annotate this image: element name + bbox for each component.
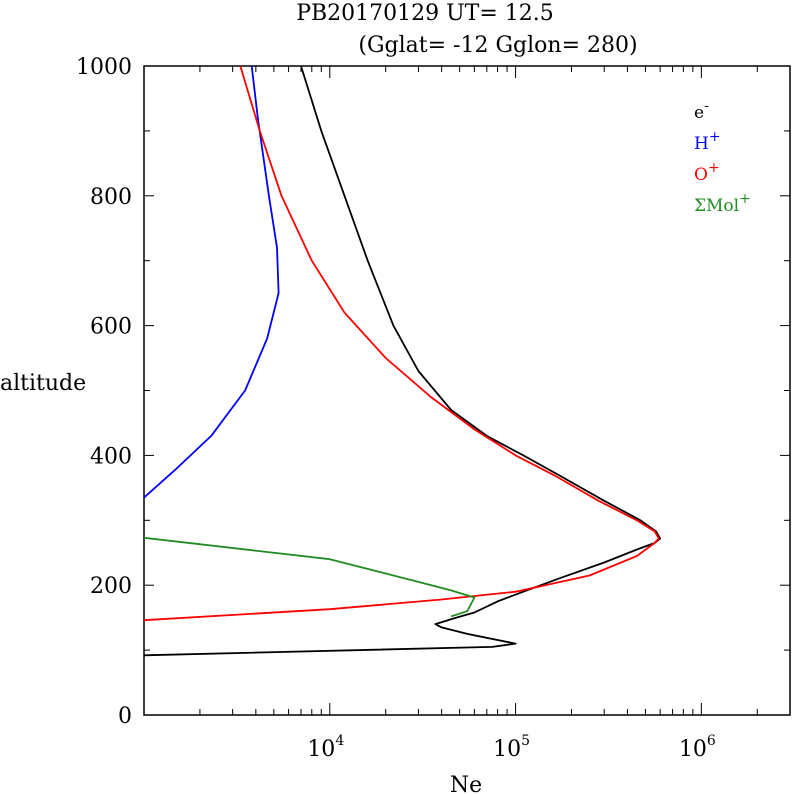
chart-title-line2: (Gglat= -12 Gglon= 280) <box>358 33 637 58</box>
y-tick-label: 200 <box>90 574 132 599</box>
series-line <box>144 66 280 499</box>
y-tick-label: 800 <box>90 185 132 210</box>
x-tick-base: 10 <box>307 737 335 762</box>
legend-name: H <box>694 134 709 154</box>
series-line <box>144 66 661 657</box>
legend-superscript: + <box>739 191 751 207</box>
plot-frame <box>143 65 791 716</box>
legend-entry: O+ <box>694 160 720 185</box>
y-axis-label: altitude <box>0 371 86 396</box>
series-line <box>144 536 476 618</box>
x-tick-exponent: 4 <box>335 733 344 749</box>
legend-name: O <box>694 165 708 185</box>
y-tick-label: 400 <box>90 444 132 469</box>
x-tick-base: 10 <box>679 737 707 762</box>
legend-name: ΣMol <box>694 196 739 216</box>
chart-title-line1: PB20170129 UT= 12.5 <box>296 1 554 26</box>
legend-entry: H+ <box>694 129 721 154</box>
series-layer <box>144 66 661 657</box>
series-line <box>144 66 660 622</box>
y-tick-label: 0 <box>118 704 132 729</box>
x-tick-label: 105 <box>493 733 530 762</box>
legend-entry: e- <box>694 98 709 123</box>
legend-superscript: + <box>708 160 720 176</box>
legend-superscript: - <box>704 98 709 114</box>
x-axis-label: Ne <box>450 773 482 795</box>
legend-entry: ΣMol+ <box>694 191 751 216</box>
x-tick-label: 106 <box>679 733 716 762</box>
y-tick-label: 600 <box>90 315 132 340</box>
x-tick-exponent: 6 <box>707 733 716 749</box>
y-tick-label: 1000 <box>76 55 132 80</box>
x-tick-label: 104 <box>307 733 344 762</box>
x-tick-base: 10 <box>493 737 521 762</box>
legend: e-H+O+ΣMol+ <box>694 98 751 216</box>
x-tick-exponent: 5 <box>521 733 530 749</box>
legend-superscript: + <box>709 129 721 145</box>
legend-name: e <box>694 103 704 123</box>
